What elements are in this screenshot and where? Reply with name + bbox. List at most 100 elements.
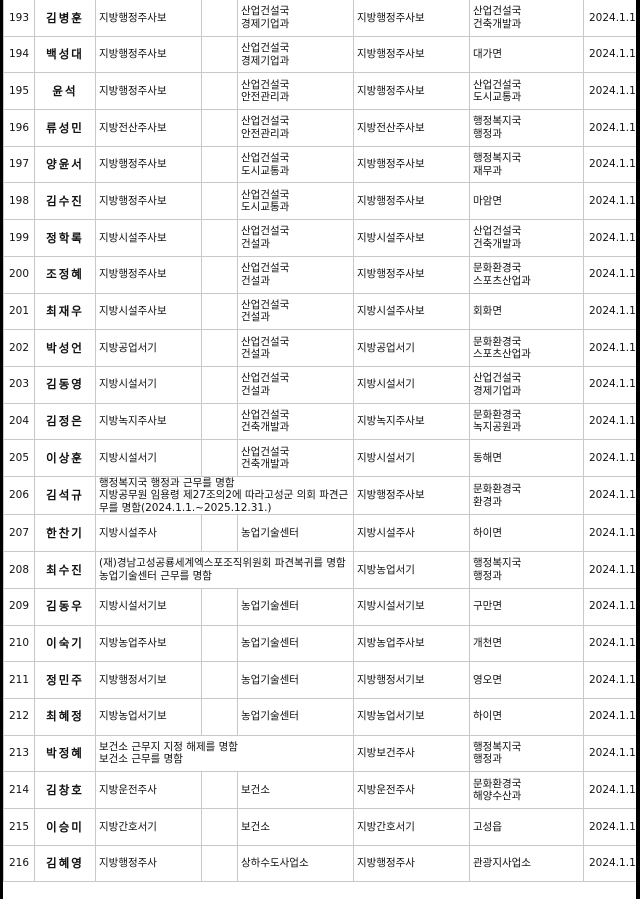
current-department: 농업기술센터 xyxy=(237,514,354,553)
current-department: 산업건설국 건설과 xyxy=(237,255,354,294)
new-department: 산업건설국 건축개발과 xyxy=(469,219,584,257)
row-number: 204 xyxy=(3,402,35,441)
table-row: 205 이상훈 지방시설서기 산업건설국 건축개발과 지방시설서기 동해면 2024.1.1… xyxy=(3,439,637,477)
empty-cell xyxy=(201,0,238,37)
current-department: 산업건설국 건축개발과 xyxy=(237,439,354,477)
effective-date: 2024.1.1. xyxy=(583,844,637,883)
row-number: 211 xyxy=(3,661,35,699)
current-rank: 지방행정주사보 xyxy=(95,35,202,74)
new-rank: 지방시설서기 xyxy=(353,439,470,477)
current-department: 보건소 xyxy=(237,771,354,809)
current-rank: 지방시설서기 xyxy=(95,365,202,404)
current-department: 상하수도사업소 xyxy=(237,844,354,883)
new-department: 동해면 xyxy=(469,439,584,477)
effective-date: 2024.1.1. xyxy=(583,587,637,626)
table-row: 212 최혜정 지방농업서기보 농업기술센터 지방농업서기보 하이면 2024.1.1. xyxy=(3,697,637,736)
table-row: 216 김혜영 지방행정주사 상하수도사업소 지방행정주사 관광지사업소 2024.1.1. xyxy=(3,844,637,883)
row-number: 206 xyxy=(3,475,35,516)
new-rank: 지방행정주사보 xyxy=(353,475,470,516)
table-row: 210 이숙기 지방농업주사보 농업기술센터 지방농업주사보 개천면 2024.1.1. xyxy=(3,624,637,663)
current-department: 산업건설국 도시교통과 xyxy=(237,145,354,184)
effective-date: 2024.1.1. xyxy=(583,109,637,147)
appointment-note: 보건소 근무지 지정 해제를 명함 보건소 근무를 명함 xyxy=(95,734,354,773)
empty-cell xyxy=(201,844,238,883)
empty-cell xyxy=(201,697,238,736)
row-number: 215 xyxy=(3,807,35,846)
current-rank: 지방전산주사보 xyxy=(95,109,202,147)
new-department: 행정복지국 재무과 xyxy=(469,145,584,184)
current-department: 산업건설국 건축개발과 xyxy=(237,402,354,441)
new-department: 문화환경국 환경과 xyxy=(469,475,584,516)
table-row: 193 김병훈 지방행정주사보 산업건설국 경제기업과 지방행정주사보 산업건설국 건축개… xyxy=(3,0,637,37)
current-rank: 지방녹지주사보 xyxy=(95,402,202,441)
empty-cell xyxy=(201,35,238,74)
row-number: 212 xyxy=(3,697,35,736)
effective-date: 2024.1.1. xyxy=(583,35,637,74)
effective-date: 2024.1.1. xyxy=(583,514,637,553)
employee-name: 이상훈 xyxy=(34,439,96,477)
new-department: 산업건설국 경제기업과 xyxy=(469,365,584,404)
employee-name: 이승미 xyxy=(34,807,96,846)
row-number: 209 xyxy=(3,587,35,626)
left-border xyxy=(0,0,3,899)
new-department: 행정복지국 행정과 xyxy=(469,109,584,147)
row-number: 213 xyxy=(3,734,35,773)
row-number: 207 xyxy=(3,514,35,553)
current-department: 산업건설국 경제기업과 xyxy=(237,35,354,74)
current-department: 산업건설국 도시교통과 xyxy=(237,182,354,221)
employee-name: 김수진 xyxy=(34,182,96,221)
row-number: 198 xyxy=(3,182,35,221)
table-row: 213 박정혜 보건소 근무지 지정 해제를 명함 보건소 근무를 명함 지방보건주사… xyxy=(3,734,637,773)
new-rank: 지방시설주사보 xyxy=(353,292,470,331)
new-rank: 지방시설서기 xyxy=(353,365,470,404)
new-department: 대가면 xyxy=(469,35,584,74)
employee-name: 김동영 xyxy=(34,365,96,404)
effective-date: 2024.1.1. xyxy=(583,402,637,441)
row-number: 202 xyxy=(3,329,35,367)
new-department: 행정복지국 행정과 xyxy=(469,551,584,589)
new-department: 관광지사업소 xyxy=(469,844,584,883)
row-number: 197 xyxy=(3,145,35,184)
new-rank: 지방공업서기 xyxy=(353,329,470,367)
table-row: 204 김정은 지방녹지주사보 산업건설국 건축개발과 지방녹지주사보 문화환경국 녹지공… xyxy=(3,402,637,441)
row-number: 194 xyxy=(3,35,35,74)
effective-date: 2024.1.1. xyxy=(583,734,637,773)
current-rank: 지방행정주사 xyxy=(95,844,202,883)
employee-name: 백성대 xyxy=(34,35,96,74)
effective-date: 2024.1.1. xyxy=(583,807,637,846)
row-number: 193 xyxy=(3,0,35,37)
new-department: 하이면 xyxy=(469,514,584,553)
effective-date: 2024.1.1. xyxy=(583,551,637,589)
row-number: 208 xyxy=(3,551,35,589)
current-department: 산업건설국 건설과 xyxy=(237,219,354,257)
employee-name: 김동우 xyxy=(34,587,96,626)
new-rank: 지방시설서기보 xyxy=(353,587,470,626)
row-number: 210 xyxy=(3,624,35,663)
right-border xyxy=(636,0,640,899)
employee-name: 김병훈 xyxy=(34,0,96,37)
new-rank: 지방행정주사보 xyxy=(353,145,470,184)
effective-date: 2024.1.1. xyxy=(583,255,637,294)
employee-name: 양윤서 xyxy=(34,145,96,184)
current-rank: 지방시설주사보 xyxy=(95,219,202,257)
new-rank: 지방행정주사 xyxy=(353,844,470,883)
current-rank: 지방행정서기보 xyxy=(95,661,202,699)
employee-name: 조정혜 xyxy=(34,255,96,294)
current-rank: 지방행정주사보 xyxy=(95,145,202,184)
new-department: 하이면 xyxy=(469,697,584,736)
row-number: 205 xyxy=(3,439,35,477)
row-number: 203 xyxy=(3,365,35,404)
effective-date: 2024.1.1. xyxy=(583,661,637,699)
empty-cell xyxy=(201,329,238,367)
new-rank: 지방행정주사보 xyxy=(353,72,470,111)
new-rank: 지방운전주사 xyxy=(353,771,470,809)
current-rank: 지방행정주사보 xyxy=(95,255,202,294)
new-rank: 지방행정서기보 xyxy=(353,661,470,699)
personnel-table: 193 김병훈 지방행정주사보 산업건설국 경제기업과 지방행정주사보 산업건설국 건축개… xyxy=(3,0,637,883)
employee-name: 최혜정 xyxy=(34,697,96,736)
empty-cell xyxy=(201,182,238,221)
new-rank: 지방행정주사보 xyxy=(353,255,470,294)
new-rank: 지방행정주사보 xyxy=(353,0,470,37)
effective-date: 2024.1.1. xyxy=(583,475,637,516)
new-department: 구만면 xyxy=(469,587,584,626)
